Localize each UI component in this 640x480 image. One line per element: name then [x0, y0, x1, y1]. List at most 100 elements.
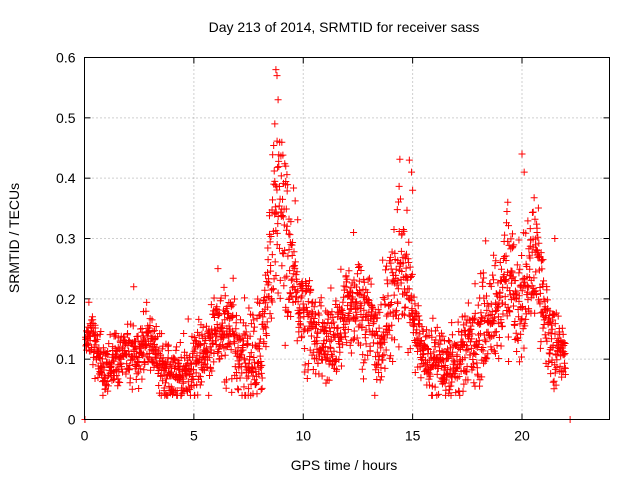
data-point	[441, 379, 449, 387]
data-point	[150, 363, 158, 371]
data-point	[515, 236, 523, 244]
data-point	[222, 384, 230, 392]
data-point	[155, 350, 163, 358]
data-point	[490, 318, 498, 326]
data-point	[537, 338, 545, 346]
data-point	[446, 386, 454, 394]
data-point	[281, 274, 289, 282]
data-point	[539, 324, 547, 332]
data-point	[169, 390, 177, 398]
data-point	[229, 301, 237, 309]
data-point	[196, 341, 204, 349]
data-point	[277, 172, 285, 180]
data-point	[180, 329, 188, 337]
data-point	[301, 345, 309, 353]
data-point	[257, 385, 265, 393]
data-point	[279, 213, 287, 221]
data-point	[395, 315, 403, 323]
data-point	[89, 320, 97, 328]
data-point	[214, 265, 222, 273]
data-point	[396, 195, 404, 203]
data-point	[397, 247, 405, 255]
data-point	[545, 349, 553, 357]
data-point	[426, 372, 434, 380]
data-point	[140, 336, 148, 344]
data-point	[560, 351, 568, 359]
data-point	[340, 313, 348, 321]
data-point	[97, 328, 105, 336]
data-point	[513, 261, 521, 269]
data-point	[147, 366, 155, 374]
data-point	[447, 391, 455, 399]
data-point	[333, 365, 341, 373]
data-point	[509, 302, 517, 310]
data-point	[464, 299, 472, 307]
data-point	[157, 372, 165, 380]
data-point	[386, 326, 394, 334]
data-point	[199, 366, 207, 374]
data-point	[241, 359, 249, 367]
data-point	[143, 298, 151, 306]
data-point	[114, 375, 122, 383]
data-point	[289, 238, 297, 246]
data-point	[356, 262, 364, 270]
data-point	[511, 277, 519, 285]
data-point	[373, 314, 381, 322]
data-point	[202, 322, 210, 330]
data-point	[408, 168, 416, 176]
data-point	[337, 265, 345, 273]
data-point	[290, 283, 298, 291]
data-point	[112, 329, 120, 337]
data-point	[256, 352, 264, 360]
data-point	[404, 349, 412, 357]
data-point	[336, 348, 344, 356]
data-point	[382, 346, 390, 354]
data-point	[350, 327, 358, 335]
data-point	[262, 299, 270, 307]
data-point	[509, 243, 517, 251]
data-point	[194, 391, 202, 399]
data-point	[549, 316, 557, 324]
data-point	[208, 367, 216, 375]
data-point	[495, 355, 503, 363]
data-point	[232, 325, 240, 333]
data-point	[506, 308, 514, 316]
data-point	[296, 314, 304, 322]
data-point	[433, 370, 441, 378]
data-point	[279, 195, 287, 203]
data-point	[422, 333, 430, 341]
y-tick-label: 0.1	[56, 351, 76, 367]
data-point	[504, 333, 512, 341]
data-point	[517, 330, 525, 338]
data-point	[128, 385, 136, 393]
data-point	[87, 347, 95, 355]
data-point	[306, 277, 314, 285]
data-point	[469, 356, 477, 364]
data-point	[532, 287, 540, 295]
data-point	[373, 348, 381, 356]
data-point	[258, 361, 266, 369]
data-point	[387, 352, 395, 360]
data-point	[390, 225, 398, 233]
data-point	[112, 366, 120, 374]
data-point	[350, 276, 358, 284]
data-point	[456, 391, 464, 399]
data-point	[437, 336, 445, 344]
data-point	[263, 269, 271, 277]
data-point	[345, 317, 353, 325]
data-point	[522, 229, 530, 237]
data-point	[467, 344, 475, 352]
data-point	[142, 307, 150, 315]
data-point	[184, 315, 192, 323]
data-point	[113, 372, 121, 380]
data-point	[499, 283, 507, 291]
data-point	[448, 331, 456, 339]
data-point	[541, 331, 549, 339]
data-point	[373, 376, 381, 384]
data-point	[491, 262, 499, 270]
data-point	[405, 156, 413, 164]
data-point	[250, 316, 258, 324]
data-point	[220, 283, 228, 291]
data-point	[406, 263, 414, 271]
